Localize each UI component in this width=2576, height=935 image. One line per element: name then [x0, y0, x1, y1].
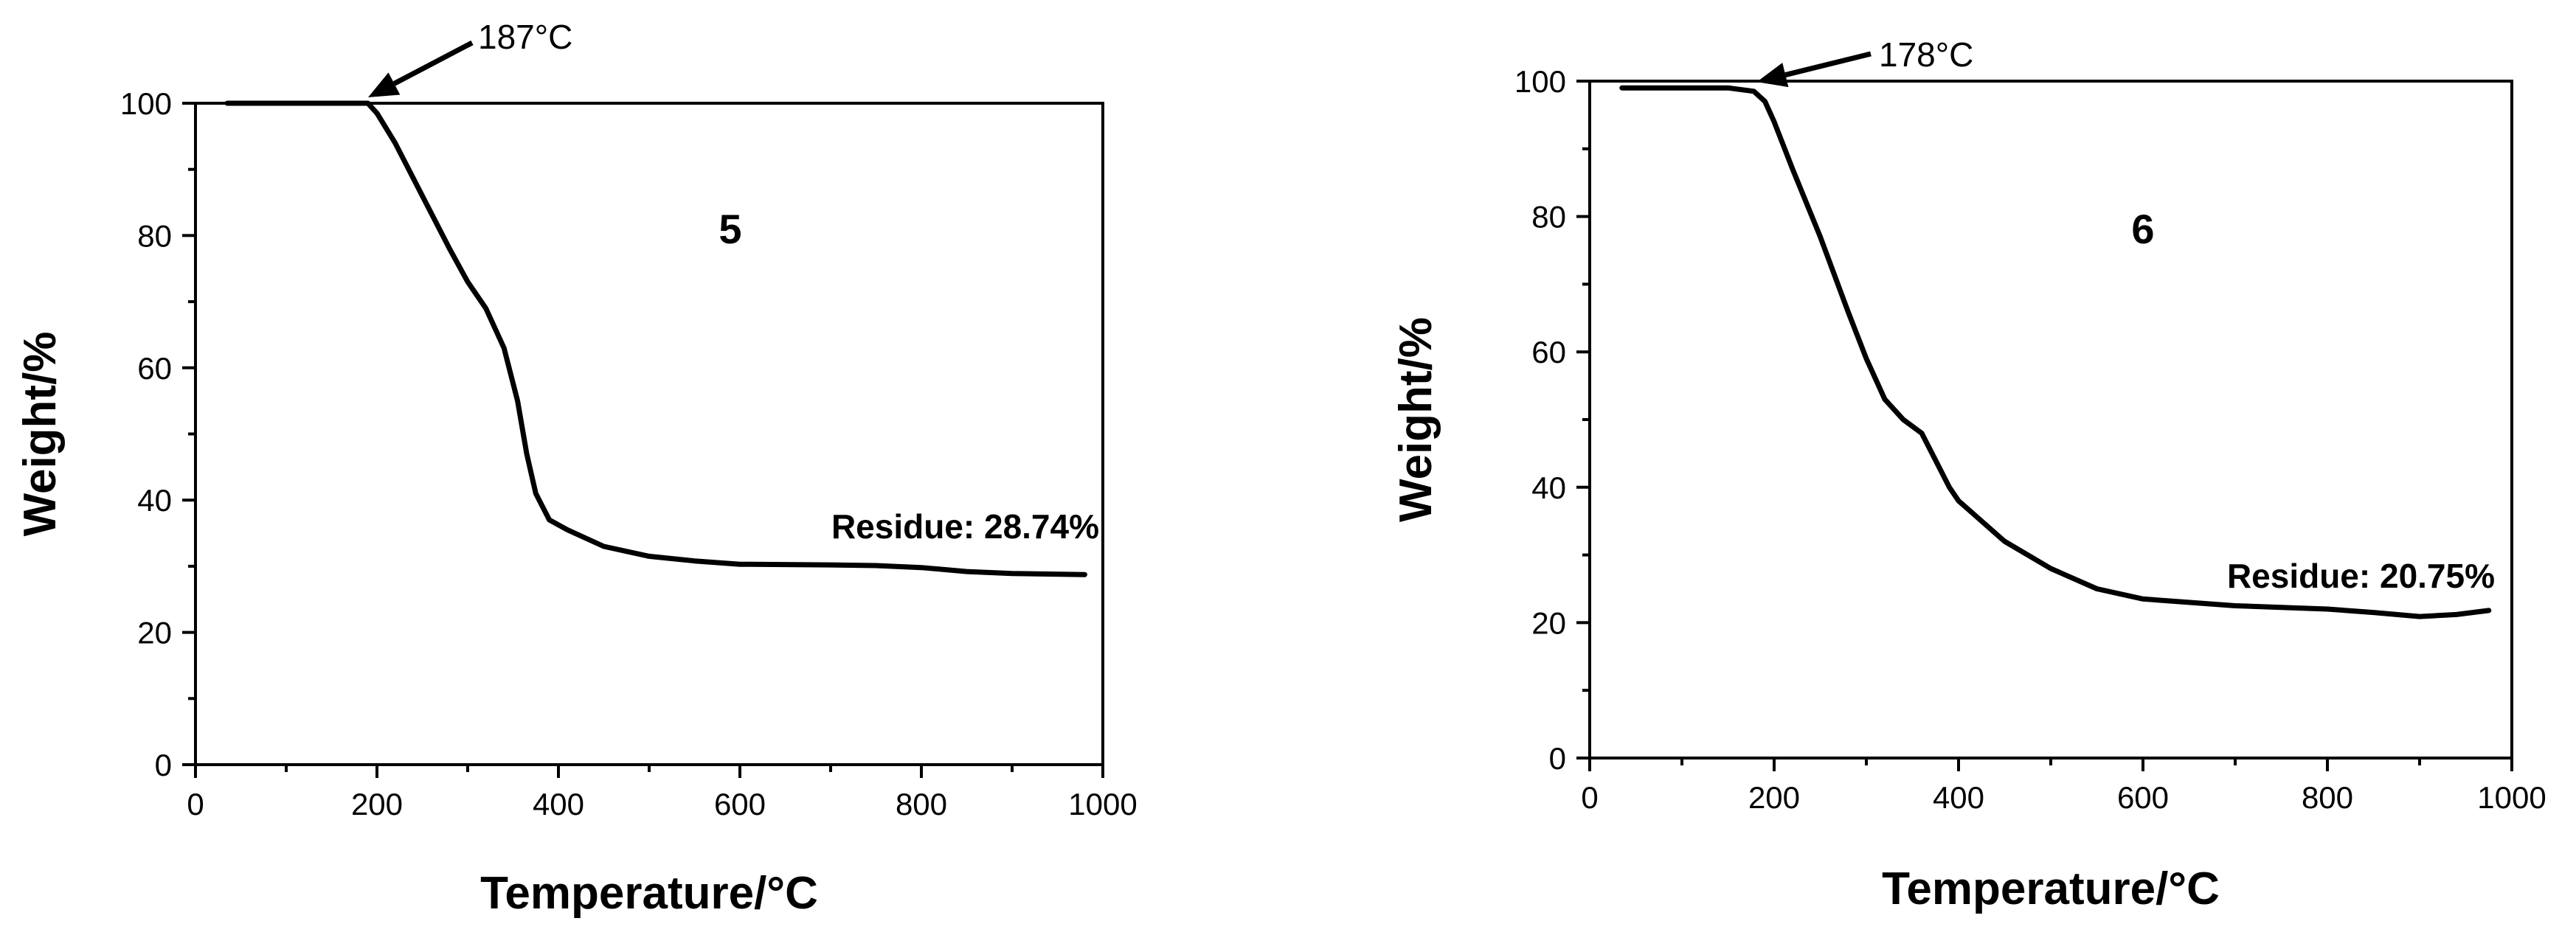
- tga-data-point: [447, 246, 452, 251]
- tga-data-point: [601, 544, 606, 549]
- tga-data-point: [1725, 86, 1731, 91]
- x-tick-label: 600: [714, 787, 766, 821]
- tga-data-point: [1933, 458, 1938, 463]
- x-tick-label: 1000: [2477, 780, 2546, 815]
- tga-data-point: [2094, 586, 2099, 591]
- y-tick-label: 20: [1531, 605, 1566, 640]
- x-tick-label: 200: [1748, 780, 1800, 815]
- y-tick-label: 100: [1514, 64, 1566, 99]
- x-tick-label: 0: [1581, 780, 1598, 815]
- x-tick-label: 800: [2302, 780, 2353, 815]
- tga-data-point: [1082, 572, 1087, 577]
- tga-data-point: [919, 565, 924, 570]
- tga-data-point: [356, 101, 361, 105]
- tga-data-point: [964, 569, 969, 574]
- tga-data-point: [873, 563, 879, 568]
- tga-data-point: [392, 140, 398, 145]
- tga-data-point: [225, 101, 230, 105]
- y-tick-label: 80: [137, 218, 172, 253]
- y-tick-label: 60: [137, 351, 172, 386]
- x-axis-title: Temperature/°C: [1882, 863, 2220, 914]
- tga-data-point: [1010, 571, 1014, 576]
- tga-data-point: [1790, 167, 1795, 172]
- tga-data-point: [533, 491, 539, 496]
- tga-curve: [1619, 85, 2492, 619]
- onset-arrow: [1784, 51, 1872, 77]
- y-tick-label: 0: [155, 748, 172, 782]
- x-tick-label: 200: [351, 787, 403, 821]
- tga-data-point: [515, 398, 520, 403]
- tga-data-point: [2417, 614, 2422, 619]
- tga-data-point: [547, 518, 552, 523]
- tga-data-point: [284, 101, 288, 105]
- tga-data-point: [1919, 431, 1924, 436]
- y-tick-label: 100: [120, 86, 172, 121]
- tga-data-point: [1846, 309, 1850, 314]
- x-tick-label: 1000: [1068, 787, 1137, 821]
- onset-arrow: [392, 40, 474, 86]
- y-tick-label: 80: [1531, 200, 1566, 234]
- x-tick-label: 400: [1933, 780, 1984, 815]
- tga-data-point: [1901, 417, 1905, 422]
- panel-label: 5: [719, 206, 741, 252]
- tga-data-point: [524, 451, 529, 456]
- tga-data-point: [692, 558, 697, 563]
- x-tick-label: 0: [187, 787, 204, 821]
- tga-data-point: [828, 563, 833, 568]
- tga-data-point: [1680, 86, 1684, 91]
- y-axis-title: Weight/%: [15, 332, 66, 537]
- tga-data-point: [365, 101, 370, 105]
- tga-data-point: [375, 111, 379, 116]
- tga-data-point: [2371, 610, 2376, 615]
- y-tick-label: 0: [1549, 741, 1566, 776]
- tga-data-point: [502, 345, 507, 350]
- tga-data-point: [2233, 603, 2237, 608]
- tga-curve: [224, 100, 1087, 577]
- tga-data-point: [2325, 607, 2330, 611]
- tga-data-point: [565, 527, 570, 532]
- tga-data-point: [483, 306, 488, 311]
- residue-label: Residue: 20.75%: [2227, 557, 2495, 595]
- tga-data-point: [1619, 86, 1624, 91]
- tga-data-point: [1947, 484, 1952, 490]
- tga-data-point: [420, 193, 425, 198]
- tga-data-point: [2454, 612, 2459, 617]
- x-tick-label: 800: [896, 787, 947, 821]
- tga-data-point: [465, 279, 470, 285]
- tga-panel-5: 0 200 400 600 800 1000 0 20 40 60 80 100 Temperature…: [15, 18, 1138, 919]
- tga-data-point: [2002, 539, 2007, 544]
- y-tick-label: 40: [137, 483, 172, 518]
- tga-data-point: [1883, 397, 1887, 402]
- x-tick-label: 400: [533, 787, 584, 821]
- tga-data-point: [329, 101, 334, 105]
- plot-frame: [1588, 80, 2513, 760]
- residue-label: Residue: 28.74%: [831, 507, 1099, 546]
- tga-data-point: [647, 554, 651, 559]
- y-tick-label: 20: [137, 616, 172, 650]
- tga-data-point: [1956, 498, 1961, 504]
- tga-data-point: [2141, 597, 2145, 602]
- x-tick-label: 600: [2117, 780, 2169, 815]
- onset-temperature-label: 178°C: [1879, 35, 1973, 74]
- onset-arrow-head: [1756, 63, 1789, 88]
- tga-data-point: [1818, 234, 1823, 240]
- x-axis-title: Temperature/°C: [480, 868, 818, 919]
- y-axis-title: Weight/%: [1391, 317, 1441, 522]
- tga-data-point: [1772, 119, 1776, 125]
- tga-data-point: [1864, 356, 1869, 361]
- tga-data-point: [2049, 566, 2053, 571]
- tga-data-point: [2486, 608, 2491, 613]
- y-tick-label: 40: [1531, 470, 1566, 505]
- onset-temperature-label: 187°C: [478, 18, 572, 56]
- panel-label: 6: [2131, 206, 2154, 252]
- y-tick-label: 60: [1531, 335, 1566, 369]
- tga-data-point: [1762, 99, 1767, 104]
- onset-arrow-head: [368, 72, 401, 97]
- tga-data-point: [1751, 88, 1756, 94]
- tga-panel-6: 0 200 400 600 800 1000 0 20 40 60 80 100 Temperature…: [1391, 35, 2546, 914]
- plot-frame: [194, 102, 1104, 766]
- tga-data-point: [738, 562, 742, 567]
